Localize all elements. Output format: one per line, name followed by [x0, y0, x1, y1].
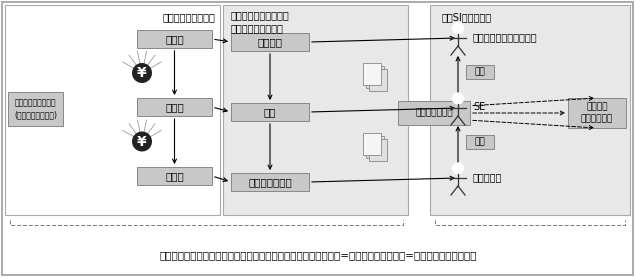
- Circle shape: [132, 63, 152, 83]
- Text: 上流工程が偉い: 上流工程が偉い: [415, 109, 453, 117]
- Bar: [137, 30, 212, 48]
- Text: ゼネコン的商流構造: ゼネコン的商流構造: [162, 12, 215, 22]
- Text: ウォーターフォール的
開発工程と役割分担: ウォーターフォール的 開発工程と役割分担: [231, 10, 290, 33]
- Bar: [231, 173, 309, 191]
- Text: 下請け: 下請け: [165, 102, 184, 112]
- Text: 大手SI業者の職制: 大手SI業者の職制: [442, 12, 492, 22]
- Bar: [8, 92, 63, 126]
- Text: 元請け: 元請け: [165, 34, 184, 44]
- Circle shape: [453, 93, 464, 104]
- Bar: [366, 66, 384, 88]
- Bar: [369, 139, 387, 161]
- Bar: [430, 5, 630, 215]
- Text: 上流工程
担当者が偉い: 上流工程 担当者が偉い: [581, 103, 613, 123]
- Text: プログラマ: プログラマ: [473, 172, 502, 182]
- Text: 設計: 設計: [264, 107, 276, 117]
- Text: ¥: ¥: [137, 134, 147, 148]
- Bar: [137, 98, 212, 116]
- Bar: [568, 98, 626, 128]
- Bar: [398, 101, 470, 125]
- Bar: [466, 65, 494, 79]
- Bar: [223, 5, 408, 215]
- Text: プログラミング: プログラミング: [248, 177, 292, 187]
- Bar: [363, 63, 381, 85]
- Bar: [231, 33, 309, 51]
- Bar: [5, 5, 220, 215]
- Bar: [231, 103, 309, 121]
- Bar: [137, 167, 212, 185]
- Text: 昇進: 昇進: [474, 138, 485, 146]
- Bar: [366, 136, 384, 158]
- Circle shape: [453, 163, 464, 174]
- Text: ¥: ¥: [137, 66, 147, 80]
- Text: 孫請け: 孫請け: [165, 171, 184, 181]
- Circle shape: [453, 23, 464, 34]
- Text: SE: SE: [473, 102, 485, 112]
- Text: 商流構造と開発工程上の役割分担が同一視され、プログラミング=最下層、プログラマ=最下層民という認識に: 商流構造と開発工程上の役割分担が同一視され、プログラミング=最下層、プログラマ=…: [159, 250, 477, 260]
- Bar: [369, 69, 387, 91]
- Bar: [466, 135, 494, 149]
- Text: お金を払う側が偉い
(お客様は神様です): お金を払う側が偉い (お客様は神様です): [14, 98, 57, 120]
- Bar: [363, 133, 381, 155]
- Circle shape: [132, 131, 152, 151]
- Text: 昇進: 昇進: [474, 68, 485, 76]
- Text: 要件定義: 要件定義: [258, 37, 283, 47]
- Text: プロジェクトマネージャ: プロジェクトマネージャ: [473, 32, 538, 42]
